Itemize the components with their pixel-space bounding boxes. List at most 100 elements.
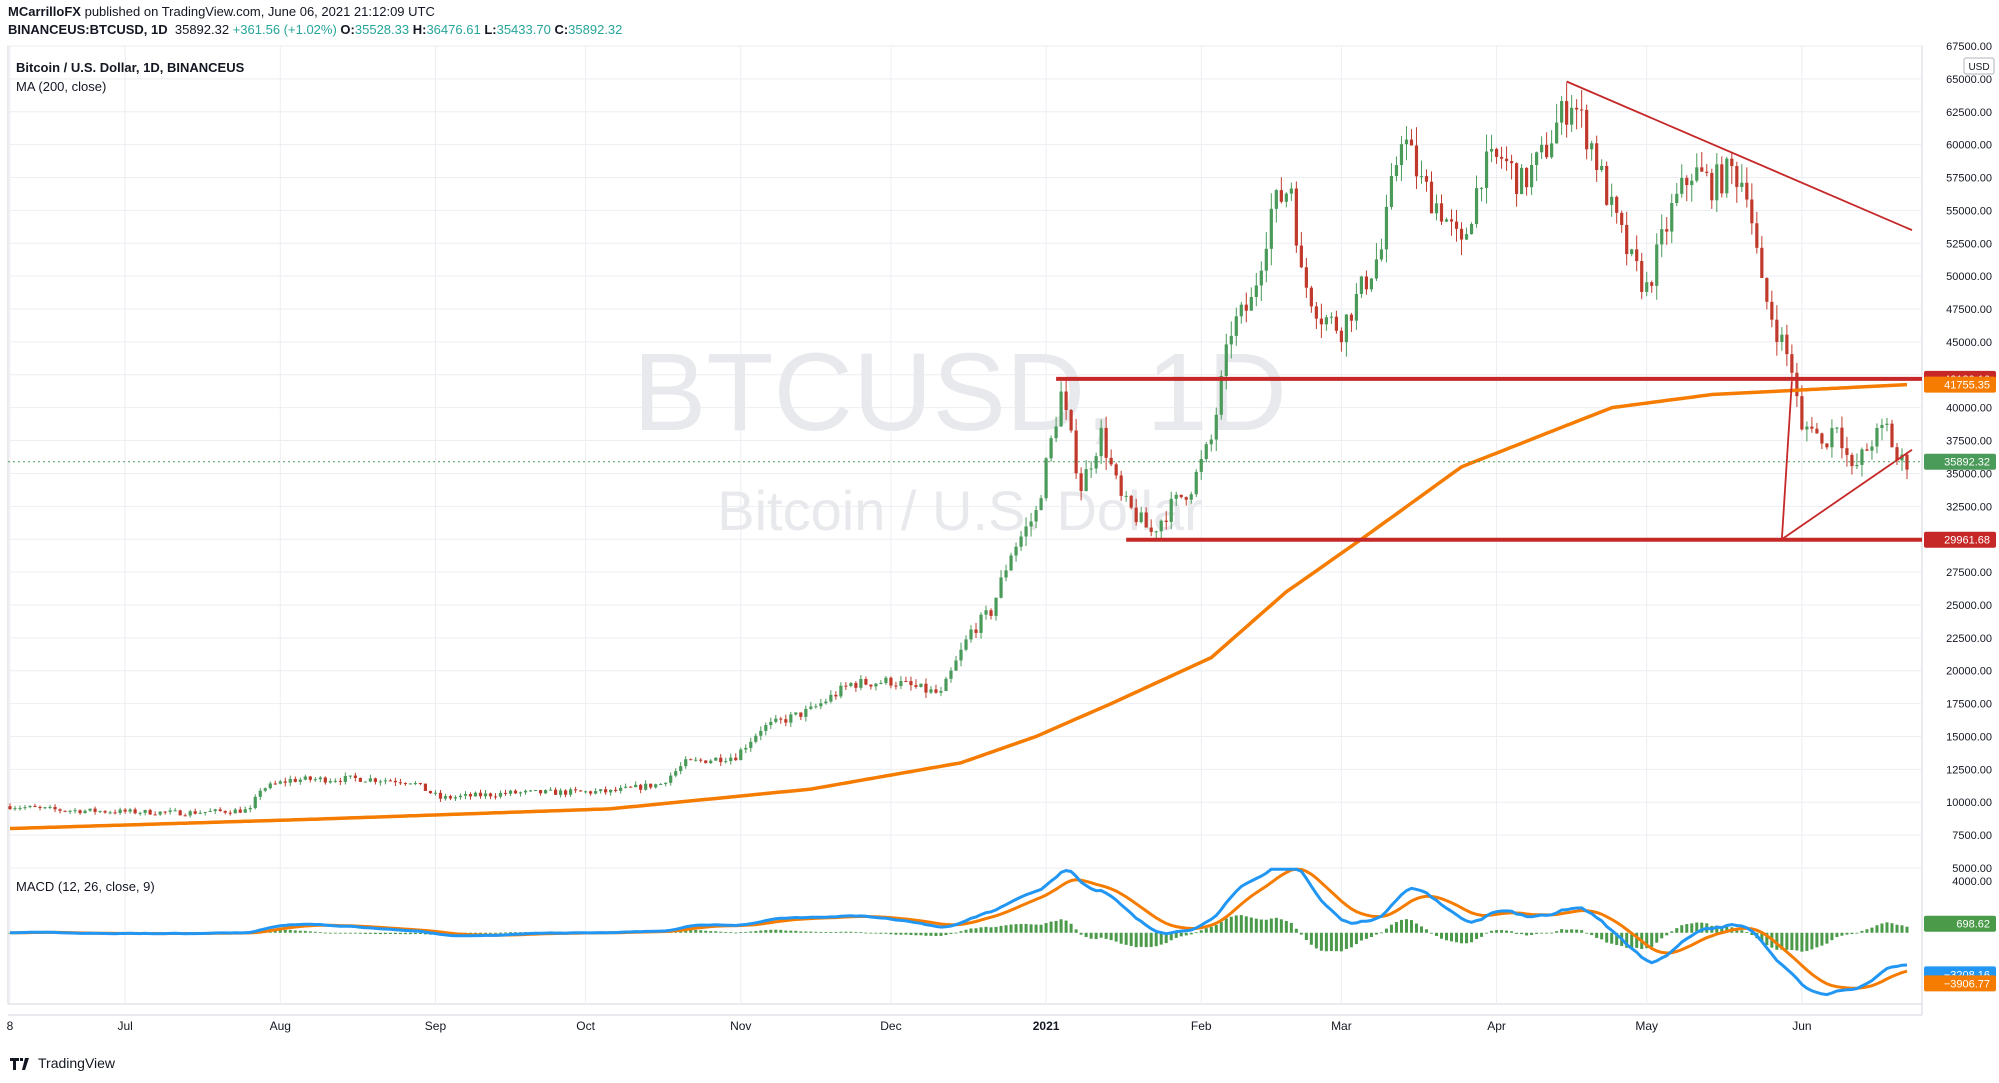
candle-body (93, 808, 97, 812)
candle-body (879, 682, 883, 684)
trendline-3[interactable] (1780, 381, 1793, 540)
candle-body (784, 719, 788, 723)
time-tick-label: Nov (730, 1019, 751, 1033)
candle-body (859, 678, 863, 688)
candle-body (528, 790, 533, 792)
candle-body (478, 792, 483, 797)
candle-body (1399, 144, 1404, 166)
macd-histogram-bar (709, 931, 713, 933)
candle-body (704, 760, 708, 764)
candle-body (1214, 414, 1218, 440)
time-tick-label: Apr (1487, 1019, 1506, 1033)
candle-body (1494, 148, 1499, 157)
macd-histogram-bar (1510, 931, 1514, 933)
time-tick-label: May (1635, 1019, 1658, 1033)
candle-body (1249, 297, 1253, 311)
candle-body (1615, 196, 1619, 213)
publisher-name[interactable]: MCarrilloFX (8, 4, 81, 19)
ma-legend[interactable]: MA (200, close) (16, 79, 106, 94)
candle-body (1379, 249, 1384, 260)
candle-body (629, 786, 633, 788)
macd-histogram-bar (363, 932, 367, 934)
macd-histogram-bar (884, 932, 888, 934)
candle-body (1545, 144, 1549, 158)
macd-legend[interactable]: MACD (12, 26, close, 9) (16, 879, 155, 894)
candle-body (1645, 282, 1649, 292)
macd-histogram-bar (1334, 932, 1338, 952)
candle-body (23, 807, 27, 809)
candle-body (834, 694, 838, 697)
macd-histogram-bar (353, 932, 357, 934)
macd-histogram-bar (1384, 928, 1388, 933)
candle-body (1499, 156, 1504, 159)
currency-tag[interactable]: USD (1968, 62, 1989, 73)
footer-brand-label: TradingView (38, 1055, 116, 1071)
candle-body (1264, 248, 1268, 271)
candle-body (303, 776, 307, 780)
candle-body (1179, 494, 1183, 498)
macd-histogram-bar (348, 932, 352, 934)
macd-histogram-bar (734, 932, 738, 934)
candle-body (1329, 316, 1333, 318)
candle-body (1705, 171, 1709, 173)
macd-histogram-bar (1044, 923, 1048, 933)
macd-histogram-bar (418, 932, 422, 934)
macd-histogram-bar (994, 926, 998, 933)
candle-body (358, 777, 362, 782)
candle-body (1049, 438, 1053, 459)
macd-line (9, 867, 1908, 997)
macd-histogram-bar (1059, 919, 1063, 933)
currency-tag-bg[interactable] (1963, 57, 1995, 75)
trendline-2[interactable] (1781, 449, 1913, 540)
candle-body (1319, 318, 1323, 325)
candle-body (649, 783, 653, 788)
macd-histogram-bar (894, 932, 898, 935)
candle-body (1635, 249, 1639, 262)
candle-body (313, 779, 317, 781)
price-tick-label: 15000.00 (1946, 731, 1992, 743)
candle-body (1389, 176, 1394, 207)
candle-body (589, 791, 593, 794)
candle-body (1905, 454, 1909, 470)
macd-histogram-bar (1424, 929, 1428, 933)
candle-body (1555, 122, 1559, 144)
candle-body (68, 810, 72, 812)
macd-histogram-bar (1189, 932, 1193, 935)
footer-brand[interactable]: TradingView (10, 1055, 115, 1071)
trendline-1[interactable] (1566, 80, 1913, 231)
candle-body (1194, 471, 1198, 495)
candle-body (1164, 520, 1168, 522)
candle-body (1274, 190, 1278, 209)
macd-histogram-bar (1895, 924, 1899, 933)
open-value: 35528.33 (354, 22, 410, 37)
macd-histogram-bar (749, 931, 753, 933)
macd-histogram-bar (1635, 932, 1639, 948)
price-tick-label: 7500.00 (1952, 830, 1992, 842)
macd-histogram-bar (1254, 918, 1258, 933)
candle-body (1069, 409, 1073, 431)
candle-body (213, 809, 217, 811)
macd-histogram-bar (1149, 932, 1153, 947)
candle-body (1715, 164, 1719, 201)
candle-body (1720, 164, 1724, 194)
macd-histogram-bar (1049, 921, 1053, 933)
macd-histogram-bar (1159, 932, 1163, 945)
macd-histogram-bar (1590, 932, 1594, 936)
macd-histogram-bar (1795, 932, 1799, 951)
macd-histogram-bar (1104, 932, 1108, 939)
macd-histogram-bar (1880, 923, 1884, 933)
macd-histogram-bar (1830, 932, 1834, 941)
macd-histogram-bar (1239, 915, 1243, 933)
macd-histogram-bar (899, 932, 903, 935)
candle-body (518, 792, 523, 794)
candle-body (1119, 475, 1123, 496)
candle-body (1299, 245, 1303, 268)
macd-histogram-bar (1249, 917, 1253, 933)
time-tick-label: Dec (880, 1019, 901, 1033)
macd-histogram-bar (1019, 923, 1023, 933)
price-tick-label: 22500.00 (1946, 633, 1992, 645)
candle-body (1765, 278, 1769, 302)
macd-histogram-bar (288, 929, 292, 933)
macd-histogram-bar (1074, 929, 1078, 933)
